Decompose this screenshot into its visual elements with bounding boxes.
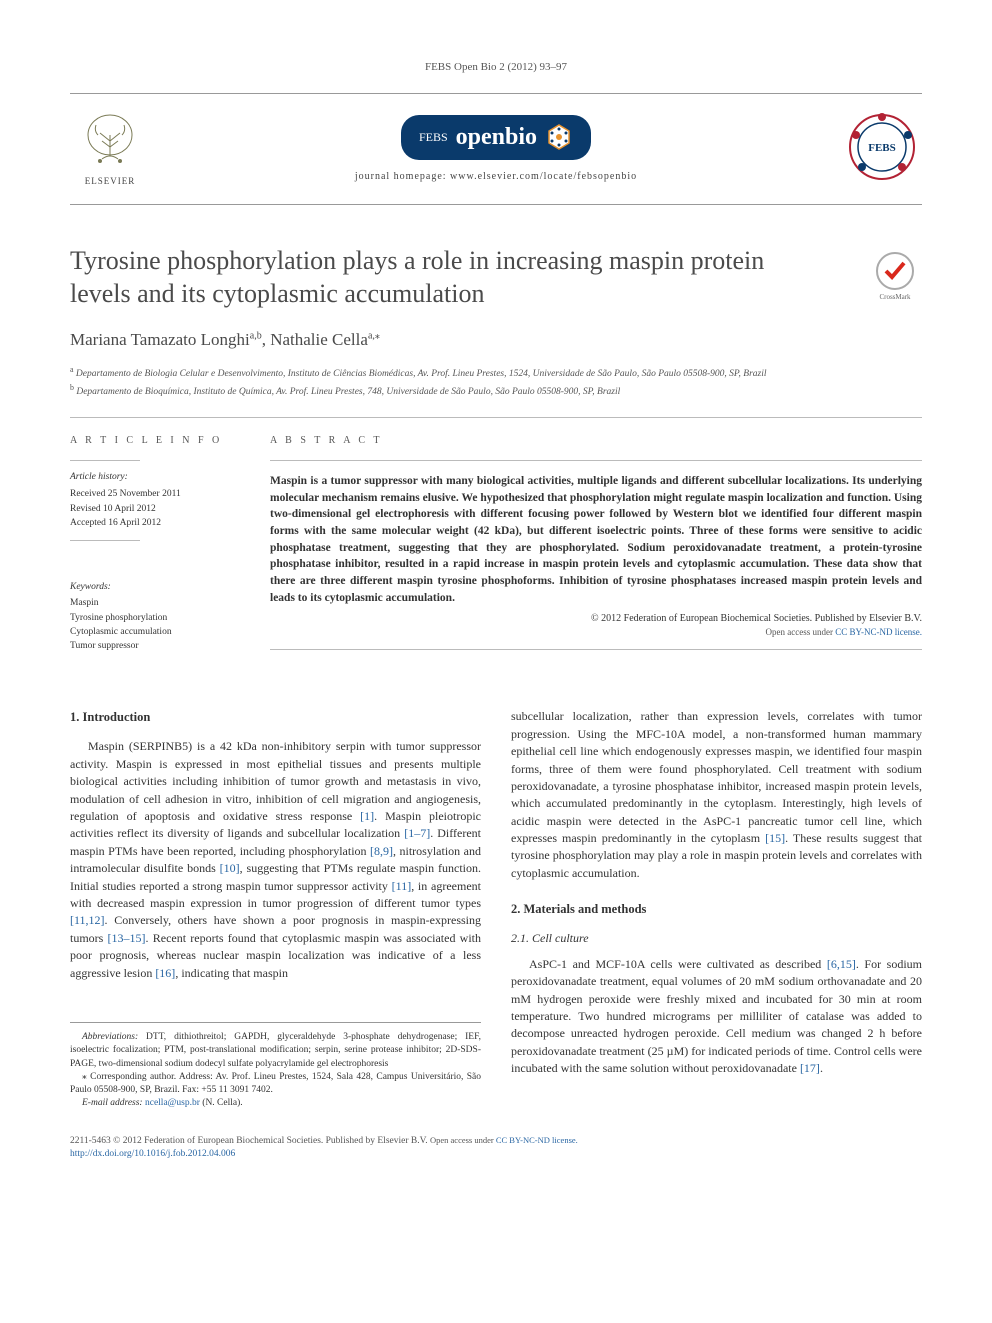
history-revised: Revised 10 April 2012 <box>70 502 242 516</box>
body-column-left: 1. Introduction Maspin (SERPINB5) is a 4… <box>70 708 481 1110</box>
section-heading-intro: 1. Introduction <box>70 708 481 726</box>
section-heading-methods: 2. Materials and methods <box>511 900 922 918</box>
keyword: Tumor suppressor <box>70 639 242 653</box>
affiliation-a: Departamento de Biologia Celular e Desen… <box>76 369 767 379</box>
citation-link[interactable]: [1–7] <box>404 826 430 840</box>
keyword: Cytoplasmic accumulation <box>70 625 242 639</box>
divider <box>70 540 140 541</box>
elsevier-logo[interactable]: ELSEVIER <box>70 104 150 194</box>
article-info-sidebar: A R T I C L E I N F O Article history: R… <box>70 418 270 653</box>
article-info-label: A R T I C L E I N F O <box>70 434 242 448</box>
citation-link[interactable]: [16] <box>155 966 175 980</box>
author-1-affil: a,b <box>250 331 262 342</box>
citation-link[interactable]: [8,9] <box>370 844 393 858</box>
issn-copyright: 2211-5463 © 2012 Federation of European … <box>70 1136 430 1146</box>
email-link[interactable]: ncella@usp.br <box>145 1098 200 1108</box>
abstract-text: Maspin is a tumor suppressor with many b… <box>270 473 922 606</box>
openbio-logo-text: openbio <box>456 121 537 155</box>
keywords-label: Keywords: <box>70 581 242 594</box>
affiliations: a Departamento de Biologia Celular e Des… <box>70 364 922 399</box>
divider <box>270 460 922 461</box>
body-column-right: subcellular localization, rather than ex… <box>511 708 922 1110</box>
svg-text:FEBS: FEBS <box>868 142 896 154</box>
elsevier-label: ELSEVIER <box>85 175 136 188</box>
license-line: Open access under CC BY-NC-ND license. <box>270 626 922 639</box>
footer-license-link[interactable]: CC BY-NC-ND license. <box>496 1135 578 1145</box>
citation-link[interactable]: [10] <box>220 861 240 875</box>
abstract-label: A B S T R A C T <box>270 434 922 448</box>
history-label: Article history: <box>70 471 242 484</box>
history-received: Received 25 November 2011 <box>70 487 242 501</box>
page-footer: 2211-5463 © 2012 Federation of European … <box>70 1135 922 1162</box>
abstract-column: A B S T R A C T Maspin is a tumor suppre… <box>270 418 922 653</box>
corresponding-star: ⁎ <box>375 331 380 342</box>
header-logo-bar: ELSEVIER FEBS openbio journal homepage: … <box>70 93 922 205</box>
journal-reference: FEBS Open Bio 2 (2012) 93–97 <box>70 60 922 75</box>
footnotes: Abbreviations: DTT, dithiothreitol; GAPD… <box>70 1022 481 1111</box>
article-title: Tyrosine phosphorylation plays a role in… <box>70 245 770 310</box>
email-footnote: E-mail address: ncella@usp.br (N. Cella)… <box>70 1097 481 1110</box>
subsection-heading-cell-culture: 2.1. Cell culture <box>511 930 922 947</box>
keyword: Maspin <box>70 596 242 610</box>
openbio-hex-icon <box>545 123 573 151</box>
methods-paragraph: AsPC-1 and MCF-10A cells were cultivated… <box>511 956 922 1078</box>
doi-link[interactable]: http://dx.doi.org/10.1016/j.fob.2012.04.… <box>70 1149 235 1159</box>
elsevier-tree-icon <box>80 111 140 171</box>
citation-link[interactable]: [1] <box>360 809 374 823</box>
citation-link[interactable]: [11,12] <box>70 913 105 927</box>
history-accepted: Accepted 16 April 2012 <box>70 516 242 530</box>
divider <box>270 649 922 650</box>
license-link[interactable]: CC BY-NC-ND license. <box>835 627 922 637</box>
author-2: , Nathalie Cella <box>262 330 368 349</box>
journal-logo-block: FEBS openbio journal homepage: www.elsev… <box>150 115 842 185</box>
copyright-line: © 2012 Federation of European Biochemica… <box>270 612 922 626</box>
febs-openbio-logo[interactable]: FEBS openbio <box>401 115 591 161</box>
author-1: Mariana Tamazato Longhi <box>70 330 250 349</box>
citation-link[interactable]: [17] <box>800 1061 820 1075</box>
crossmark-badge[interactable]: CrossMark <box>868 249 922 303</box>
citation-link[interactable]: [6,15] <box>827 957 856 971</box>
divider <box>70 460 140 461</box>
journal-homepage-link[interactable]: journal homepage: www.elsevier.com/locat… <box>150 170 842 184</box>
citation-link[interactable]: [11] <box>392 879 412 893</box>
corresponding-author-footnote: ⁎ Corresponding author. Address: Av. Pro… <box>70 1071 481 1098</box>
keyword: Tyrosine phosphorylation <box>70 611 242 625</box>
svg-text:CrossMark: CrossMark <box>879 293 911 301</box>
author-2-affil: a, <box>368 331 375 342</box>
intro-paragraph: Maspin (SERPINB5) is a 42 kDa non-inhibi… <box>70 738 481 981</box>
abbreviations-footnote: Abbreviations: DTT, dithiothreitol; GAPD… <box>70 1031 481 1071</box>
affiliation-b: Departamento de Bioquímica, Instituto de… <box>76 387 620 397</box>
authors: Mariana Tamazato Longhia,b, Nathalie Cel… <box>70 328 922 352</box>
intro-paragraph-continued: subcellular localization, rather than ex… <box>511 708 922 882</box>
license-prefix: Open access under <box>766 627 836 637</box>
citation-link[interactable]: [15] <box>765 831 785 845</box>
febs-logo-text: FEBS <box>419 129 448 146</box>
citation-link[interactable]: [13–15] <box>108 931 146 945</box>
febs-society-logo[interactable]: FEBS <box>842 107 922 192</box>
